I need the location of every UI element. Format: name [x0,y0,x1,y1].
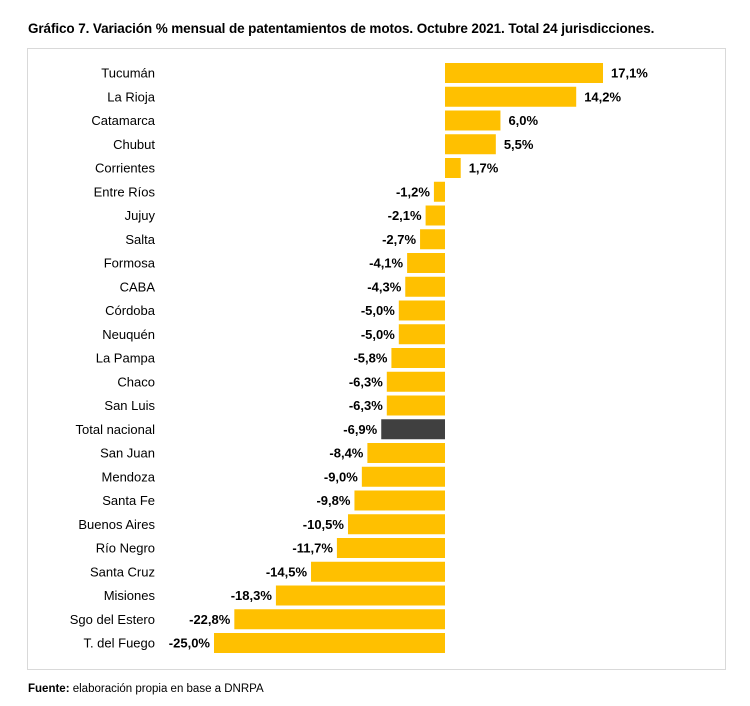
category-label: La Rioja [107,89,155,104]
category-label: Entre Ríos [94,184,156,199]
data-label: -4,3% [367,279,401,294]
data-label: -14,5% [266,564,308,579]
bar [445,63,604,83]
data-label: -1,2% [396,184,430,199]
category-label: T. del Fuego [83,636,155,651]
bar [311,561,445,582]
category-label: Mendoza [102,469,156,484]
bar [445,110,501,131]
source-label: Fuente: [28,683,70,695]
category-label: La Pampa [96,351,156,366]
data-label: -6,9% [343,422,377,437]
bar [361,466,445,487]
category-label: San Juan [100,446,155,461]
category-label: Corrientes [95,161,155,176]
category-label: Chubut [113,137,155,152]
data-label: -5,0% [361,327,395,342]
bar [275,585,445,606]
bar [407,253,445,273]
data-label: -6,3% [349,398,383,413]
data-label: -11,7% [292,541,333,556]
bar [445,86,577,107]
bar [234,609,445,630]
category-label: Río Negro [96,541,155,556]
source-text: elaboración propia en base a DNRPA [69,683,264,695]
bar [420,229,445,250]
bar [214,633,445,653]
category-label: Catamarca [91,113,155,128]
bar [354,490,445,511]
category-label: CABA [120,279,156,294]
bar [391,348,445,368]
data-label: -22,8% [189,612,231,627]
bar [445,158,461,178]
data-label: -2,7% [382,232,416,247]
data-label: -25,0% [169,636,211,651]
bar [386,371,445,392]
category-label: Tucumán [101,66,155,81]
category-label: Sgo del Estero [70,612,155,627]
category-label: Neuquén [102,327,155,342]
data-label: -5,8% [353,351,387,366]
bar [433,181,445,202]
data-label: 1,7% [469,161,499,176]
category-label: Buenos Aires [78,517,155,532]
data-label: -9,0% [324,469,358,484]
bar [336,538,445,558]
data-label: -18,3% [231,588,273,603]
category-label: Chaco [117,374,155,389]
category-label: San Luis [104,398,155,413]
bar [398,324,445,345]
bar [405,276,445,297]
category-label: Total nacional [76,422,156,437]
chart-title: Gráfico 7. Variación % mensual de patent… [28,21,655,36]
category-label: Misiones [104,588,156,603]
category-label: Córdoba [105,303,156,318]
data-label: -5,0% [361,303,395,318]
data-label: -8,4% [329,446,363,461]
data-label: -10,5% [303,517,345,532]
data-label: -4,1% [369,256,403,271]
bar [445,134,496,155]
data-label: -9,8% [316,493,350,508]
data-label: 14,2% [584,89,621,104]
bar [386,395,445,416]
category-label: Santa Fe [102,493,155,508]
category-label: Formosa [104,256,156,271]
source-note: Fuente: elaboración propia en base a DNR… [28,683,264,695]
category-label: Jujuy [125,208,156,223]
data-label: 6,0% [508,113,538,128]
bar [398,300,445,321]
bar [347,514,445,535]
chart-frame [27,48,726,670]
data-label: 5,5% [504,137,534,152]
data-label: -2,1% [388,208,422,223]
data-label: -6,3% [349,374,383,389]
bar [381,419,445,440]
bar [367,443,445,463]
data-label: 17,1% [611,66,648,81]
category-label: Salta [125,232,155,247]
category-label: Santa Cruz [90,564,155,579]
bar [425,205,445,226]
